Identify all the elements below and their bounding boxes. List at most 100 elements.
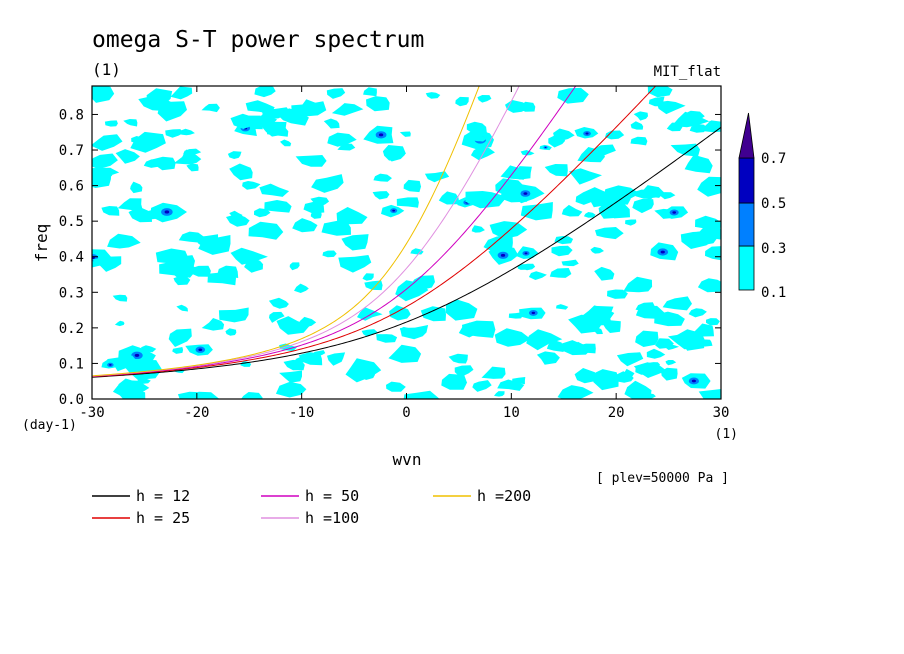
power-contour-0.1: [661, 314, 676, 322]
y-tick-label: 0.1: [59, 356, 84, 372]
power-contour-0.1: [497, 379, 525, 391]
power-contour-0.1: [466, 121, 487, 135]
power-contour-0.1: [310, 211, 322, 219]
power-contour-0.1: [670, 143, 700, 157]
power-contour-0.1: [289, 262, 300, 271]
power-contour-0.1: [155, 248, 189, 264]
power-contour-0.1: [201, 103, 220, 113]
x-tick-label: 0: [402, 405, 410, 421]
y-tick-label: 0.2: [59, 321, 84, 337]
power-contour-0.1: [688, 308, 707, 318]
power-contour-0.1: [323, 118, 340, 129]
power-contour-0.1: [624, 380, 652, 399]
power-contour-0.1: [645, 189, 663, 198]
power-contour-0.1: [519, 101, 536, 112]
power-contour-0.1: [399, 131, 411, 137]
y-tick-label: 0.5: [59, 214, 84, 230]
dispersion-curve-h100: [92, 86, 520, 377]
power-contour-0.1: [661, 367, 678, 381]
power-contour-0.1: [635, 305, 665, 319]
power-contour-0.1: [92, 153, 118, 170]
power-contour-0.1: [477, 95, 492, 103]
power-contour-0.1: [544, 164, 568, 177]
power-contour-0.1: [521, 263, 536, 271]
power-contour-0.1: [190, 391, 220, 399]
power-contour-0.1: [173, 268, 188, 279]
power-contour-0.1: [101, 206, 120, 216]
power-contour-0.1: [107, 355, 139, 372]
x-tick-label: -10: [289, 405, 314, 421]
power-contour-0.1: [697, 176, 721, 197]
legend-label-h50: h = 50: [305, 487, 359, 505]
power-contour-0.1: [115, 149, 140, 164]
power-contour-0.1: [536, 351, 560, 365]
power-contour-0.5: [378, 133, 384, 137]
power-contour-0.1: [117, 198, 144, 212]
power-contour-0.1: [520, 202, 553, 221]
power-contour-0.1: [697, 278, 721, 293]
power-contour-0.1: [644, 393, 656, 399]
power-contour-0.1: [261, 108, 284, 119]
power-contour-0.5: [198, 348, 203, 352]
power-contour-0.1: [557, 87, 589, 104]
power-contour-0.1: [665, 360, 677, 366]
power-contour-0.1: [494, 391, 505, 397]
power-contour-0.1: [684, 154, 713, 174]
power-contour-0.1: [707, 120, 721, 131]
power-contour-0.1: [276, 316, 311, 335]
power-contour-0.1: [553, 128, 575, 142]
colorbar-label: 0.3: [761, 241, 786, 257]
y-tick-label: 0.8: [59, 107, 84, 123]
power-contour-0.1: [445, 299, 478, 321]
power-contour-0.1: [363, 87, 377, 97]
dispersion-curves: [92, 86, 721, 378]
power-contour-0.1: [470, 132, 488, 142]
power-contour-0.1: [396, 197, 419, 208]
power-contour-0.5: [164, 210, 170, 214]
power-contour-0.5: [500, 253, 506, 257]
x-tick-label: -30: [79, 405, 104, 421]
power-contour-0.1: [595, 227, 624, 240]
power-contour-0.1: [92, 134, 123, 151]
power-contour-0.1: [362, 273, 374, 281]
power-contour-0.1: [561, 204, 583, 217]
x-axis-label: wvn: [393, 450, 422, 469]
power-contour-0.1: [410, 248, 424, 255]
power-contour-0.1: [123, 119, 138, 127]
power-contour-0.1: [141, 208, 160, 220]
power-contour-0.1: [201, 318, 225, 331]
power-contour-0.1: [295, 155, 327, 167]
power-contour-0.1: [186, 163, 199, 172]
power-contour-0.1: [173, 149, 202, 165]
power-contour-0.1: [569, 168, 602, 185]
power-contour-0.1: [425, 92, 441, 99]
power-contour-0.5: [531, 311, 536, 315]
power-contour-0.1: [601, 201, 630, 219]
power-contour-0.1: [671, 111, 710, 128]
contour-fill-layer: [92, 86, 721, 399]
units-label: (1): [92, 60, 121, 79]
legend-label-h100: h =100: [305, 509, 359, 527]
model-label: MIT_flat: [654, 64, 721, 80]
power-contour-0.1: [625, 219, 637, 226]
power-contour-0.1: [104, 120, 118, 127]
pressure-level-note: [ plev=50000 Pa ]: [596, 471, 729, 486]
power-contour-0.1: [389, 305, 411, 321]
y-tick-label: 0.4: [59, 250, 84, 266]
x-tick-label: -20: [184, 405, 209, 421]
power-contour-0.1: [268, 297, 289, 309]
colorbar-segment: [738, 202, 755, 247]
power-contour-0.1: [141, 345, 157, 353]
power-contour-0.1: [655, 338, 674, 349]
power-contour-0.1: [574, 368, 596, 384]
power-contour-0.1: [269, 311, 285, 323]
power-contour-0.1: [594, 144, 616, 157]
power-contour-0.5: [109, 364, 112, 366]
x-unit-label: (1): [715, 427, 738, 442]
power-contour-0.5: [660, 250, 665, 254]
power-contour-0.1: [549, 268, 572, 278]
power-contour-0.1: [560, 340, 593, 356]
power-contour-0.1: [92, 86, 115, 103]
power-contour-0.1: [481, 366, 506, 379]
